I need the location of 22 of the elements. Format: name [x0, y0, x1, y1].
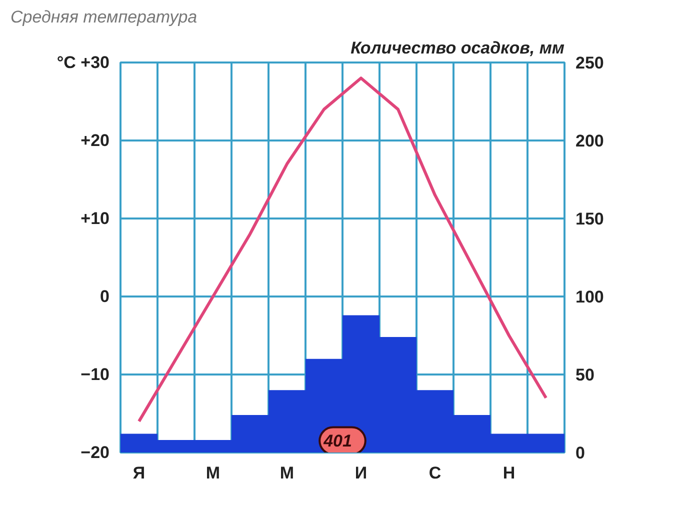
y-axis-title: Средняя температура	[10, 8, 198, 26]
line-series	[138, 76, 548, 423]
y2-tick-label: 100	[576, 288, 604, 306]
y-tick-label: −10	[80, 365, 110, 384]
y-tick-label: +20	[80, 131, 110, 150]
x-tick-label: Я	[132, 464, 146, 482]
x-tick-label: С	[428, 464, 442, 482]
y-tick-label: −20	[80, 443, 110, 462]
y-tick-label: °C +30	[56, 53, 110, 72]
y-tick-label: 0	[100, 287, 110, 306]
x-tick-label: М	[280, 464, 294, 482]
x-tick-label: Н	[502, 464, 516, 482]
annotation: 401	[322, 431, 352, 450]
y-tick-label: +10	[80, 209, 110, 228]
y2-tick-label: 250	[576, 54, 604, 72]
x-tick-label: М	[206, 464, 220, 482]
y2-axis-title: Количество осадков, мм	[350, 38, 565, 58]
y2-tick-label: 0	[576, 444, 585, 462]
y2-tick-label: 50	[576, 366, 594, 384]
y2-tick-label: 150	[576, 210, 604, 228]
y2-tick-label: 200	[576, 132, 604, 150]
x-tick-label: И	[354, 464, 368, 482]
